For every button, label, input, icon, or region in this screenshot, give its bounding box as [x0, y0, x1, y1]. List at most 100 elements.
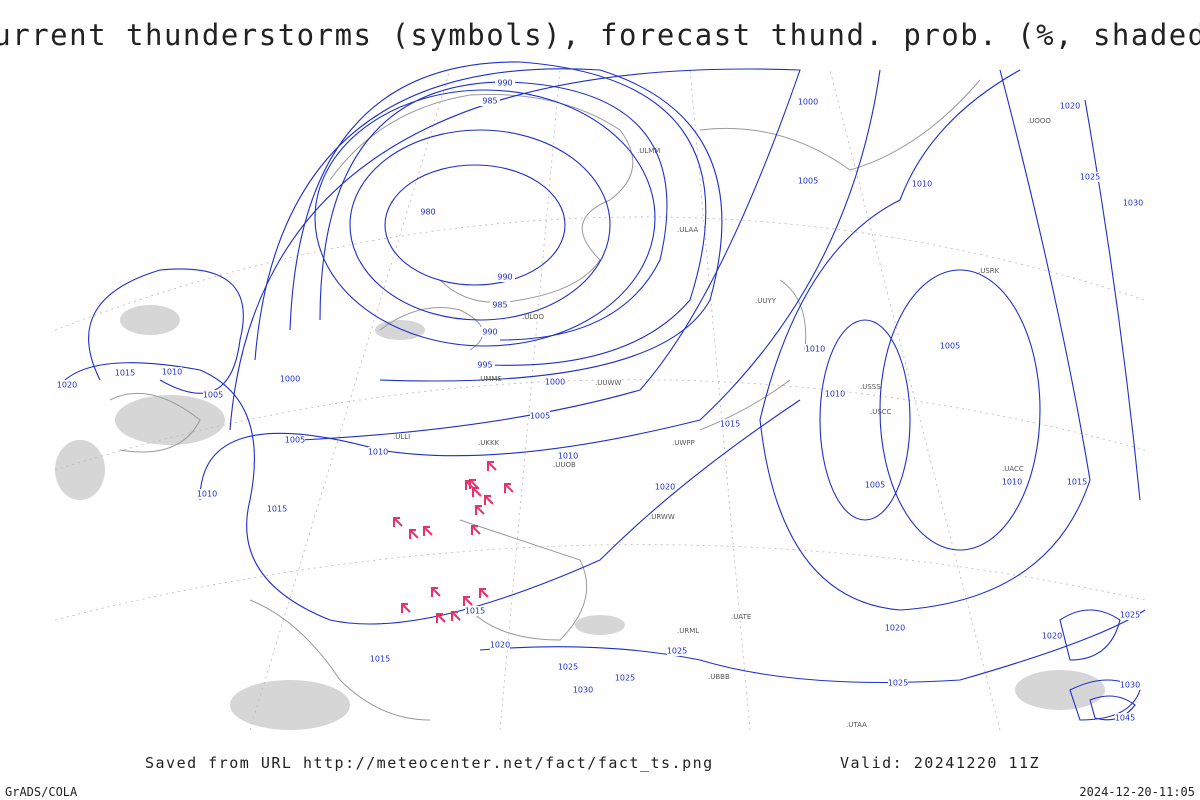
isobar-label: 1005: [530, 412, 550, 421]
isobar-label: 1025: [888, 679, 908, 688]
thunderstorm-symbol: [469, 479, 479, 489]
isobar-label-bg: [798, 176, 818, 186]
thunderstorm-symbol: [479, 588, 489, 598]
thunderstorm-symbol: [471, 525, 481, 535]
isobar-label: 1020: [490, 641, 510, 650]
coastlines: [109, 79, 981, 721]
isobar-label: 985: [482, 97, 497, 106]
isobar-label: 995: [477, 361, 492, 370]
software: GrADS/COLA: [5, 785, 78, 799]
isobar-label-bg: [1120, 610, 1140, 620]
station-label: .URML: [677, 627, 699, 635]
isobar-label: 1005: [798, 177, 818, 186]
station-label: .UWPP: [672, 439, 695, 447]
thunderstorm-symbol: [463, 596, 473, 606]
isobar-label: 1010: [368, 448, 388, 457]
isobar-label: 1030: [1120, 681, 1140, 690]
thunderstorm-symbol: [487, 461, 497, 471]
isobar-label-bg: [465, 606, 485, 616]
isobar-label-bg: [888, 678, 908, 688]
station-label: .ULMM: [637, 147, 660, 155]
isobar-label: 1025: [558, 663, 578, 672]
isobar-label-bg: [280, 374, 300, 384]
isobar-label: 1025: [1080, 173, 1100, 182]
isobar-label-bg: [162, 367, 182, 377]
isobar-label-bg: [573, 685, 593, 695]
isobar-label: 1005: [865, 481, 885, 490]
isobar-label-bg: [203, 390, 223, 400]
thunderstorm-symbols: [393, 461, 514, 623]
isobars: [59, 61, 1146, 721]
station-label: .UUYY: [755, 297, 777, 305]
station-label: .USSS: [860, 383, 881, 391]
isobar-label-bg: [368, 447, 388, 457]
isobar-label-bg: [530, 411, 550, 421]
thunderstorm-symbol: [475, 505, 485, 515]
isobar-label-bg: [490, 640, 510, 650]
isobar-label-bg: [1115, 713, 1135, 723]
isobar-label: 1015: [115, 369, 135, 378]
isobar-label: 1015: [465, 607, 485, 616]
isobar-label: 990: [482, 328, 497, 337]
station-label: .ULLI: [393, 433, 410, 441]
isobar-label-bg: [885, 623, 905, 633]
isobar-label: 980: [420, 208, 435, 217]
station-label: .USCC: [870, 408, 892, 416]
timestamp: 2024-12-20-11:05: [1079, 785, 1195, 799]
isobar-label: 1020: [1060, 102, 1080, 111]
isobar-label-bg: [267, 504, 287, 514]
isobar-label: 1020: [1042, 632, 1062, 641]
isobar-label: 1005: [203, 391, 223, 400]
isobar-label: 1015: [1067, 478, 1087, 487]
isobar-label: 1045: [1115, 714, 1135, 723]
isobar-label: 1000: [545, 378, 565, 387]
isobar-label-bg: [667, 646, 687, 656]
station-label: .UUWW: [595, 379, 621, 387]
isobar-label: 1000: [280, 375, 300, 384]
thunderstorm-symbol: [409, 529, 419, 539]
isobar-label: 1025: [667, 647, 687, 656]
isobar-label: 1025: [615, 674, 635, 683]
isobar-label: 1005: [285, 436, 305, 445]
thunderstorm-symbol: [451, 611, 461, 621]
isobar-label: 1010: [825, 390, 845, 399]
isobar-label-bg: [1002, 477, 1022, 487]
station-label: .USRK: [978, 267, 1000, 275]
isobar-label-bg: [1060, 101, 1080, 111]
isobar-label-bg: [865, 480, 885, 490]
isobar-label-bg: [370, 654, 390, 664]
isobar-label-bg: [825, 389, 845, 399]
isobar-label-bg: [940, 341, 960, 351]
valid-time: Valid: 20241220 11Z: [840, 754, 1040, 772]
isobar-label: 1020: [885, 624, 905, 633]
isobar-label-bg: [57, 380, 77, 390]
isobar-label-bg: [475, 360, 495, 370]
isobar-label-bg: [285, 435, 305, 445]
isobar-label: 1010: [805, 345, 825, 354]
station-label: .UKKK: [478, 439, 500, 447]
thunderstorm-symbol: [431, 587, 441, 597]
isobar-label: 1010: [1002, 478, 1022, 487]
station-label: .UUOB: [553, 461, 576, 469]
station-label: .UTAA: [846, 721, 867, 729]
isobar-label-bg: [197, 489, 217, 499]
isobar-label-bg: [1080, 172, 1100, 182]
isobar-label-bg: [720, 419, 740, 429]
thunderstorm-symbol: [436, 613, 446, 623]
isobar-label: 1005: [940, 342, 960, 351]
isobar-label-bg: [495, 78, 515, 88]
station-label: .UOOO: [1027, 117, 1051, 125]
title: Current thunderstorms (symbols), forecas…: [0, 18, 1200, 52]
isobar-label: 985: [492, 301, 507, 310]
map-labels: 9909859809909859909951000100510101010100…: [57, 78, 1143, 729]
isobar-label: 1015: [267, 505, 287, 514]
station-label: .ULOO: [522, 313, 545, 321]
isobar-label: 1030: [1123, 199, 1143, 208]
isobar-label-bg: [545, 377, 565, 387]
isobar-label: 1020: [655, 483, 675, 492]
isobar-label-bg: [115, 368, 135, 378]
isobar-label-bg: [805, 344, 825, 354]
isobar-label-bg: [1042, 631, 1062, 641]
isobar-label-bg: [655, 482, 675, 492]
